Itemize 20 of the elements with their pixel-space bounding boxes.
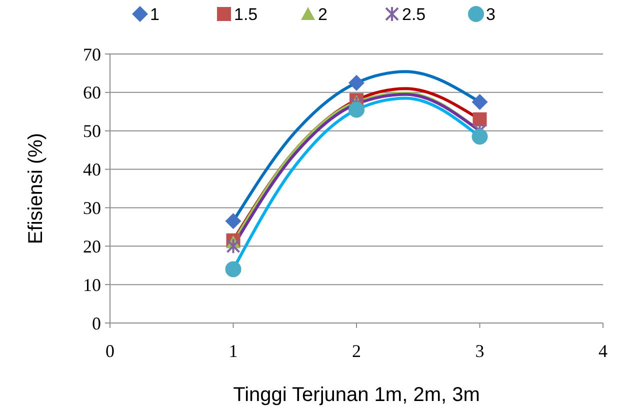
x-axis-title: Tinggi Terjunan 1m, 2m, 3m — [233, 384, 480, 406]
y-tick-label: 60 — [83, 82, 101, 103]
x-tick-label: 1 — [228, 341, 238, 361]
x-tick-label: 4 — [598, 341, 608, 361]
legend-label: 2 — [318, 4, 328, 24]
x-tick-label: 2 — [352, 341, 361, 361]
y-tick-label: 40 — [83, 160, 101, 180]
legend-label: 2.5 — [402, 4, 426, 24]
y-tick-label: 0 — [92, 313, 101, 334]
y-tick-label: 20 — [83, 236, 101, 256]
legend-label: 1 — [150, 4, 160, 24]
y-tick-label: 30 — [83, 198, 101, 218]
y-tick-label: 50 — [83, 121, 101, 142]
x-tick-label: 3 — [475, 341, 484, 361]
legend-label: 3 — [486, 4, 496, 24]
y-tick-label: 70 — [83, 44, 101, 64]
legend-label: 1.5 — [234, 4, 258, 24]
x-tick-label: 0 — [106, 341, 114, 361]
y-tick-label: 10 — [83, 274, 101, 295]
y-axis-title: Efisiensi (%) — [25, 132, 47, 244]
